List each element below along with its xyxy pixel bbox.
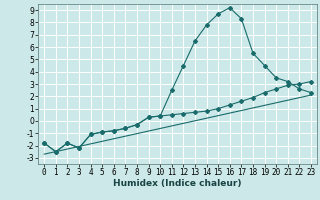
X-axis label: Humidex (Indice chaleur): Humidex (Indice chaleur) xyxy=(113,179,242,188)
